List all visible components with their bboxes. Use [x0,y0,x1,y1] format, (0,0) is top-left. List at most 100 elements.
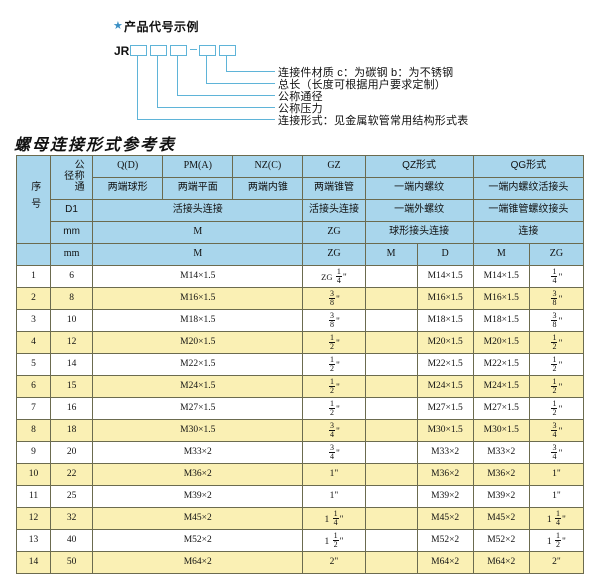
leader-total-length-h [206,83,275,84]
row-seq: 7 [15,397,52,420]
row-qg-zg: 3 4 " [528,441,585,464]
row-qg-m: M45×2 [472,507,530,530]
row-m-left-qd: M52×2 [92,529,304,552]
product-code-title: 产品代号示例 [124,20,200,34]
table-row: 3 10 M18×1.5 3 8 " M18×1.5 M18×1.5 3 8 " [15,309,585,332]
leader-nominal-bore-v [177,55,178,95]
row-qg-m: M52×2 [472,529,530,552]
row-gz-zg: 1" [302,485,366,508]
leader-connection-type-v [137,55,138,119]
row-qz-m [364,551,418,574]
row-seq: 9 [15,441,52,464]
table-header-body: 序号 公称通径 Q(D) PM(A) NZ(C) GZ QZ形式 QG形式 两端… [15,155,585,266]
code-separator-dash [190,49,197,50]
header-unit-qz-m: M [364,243,418,266]
callout-total-length: 总长（长度可根据用户要求定制） [278,79,446,91]
table-row: 13 40 M52×2 1 1 2 " M52×2 M52×2 1 1 2 " [15,529,585,552]
row-qg-zg: 3 4 " [528,419,585,442]
table-row: 4 12 M20×1.5 1 2 " M20×1.5 M20×1.5 1 2 " [15,331,585,354]
row-nominal-bore: 12 [50,331,94,354]
header-unit-seq-blank [15,243,52,266]
row-nominal-bore: 50 [50,551,94,574]
leader-material-h [226,71,275,72]
row-gz-zg: 1 2 " [302,375,366,398]
row-m-left-qd: M30×1.5 [92,419,304,442]
code-box-2 [150,45,167,56]
row-m-left-qd: M14×1.5 [92,265,304,288]
row-gz-zg: 3 4 " [302,419,366,442]
row-qz-d: M20×1.5 [416,331,474,354]
header-nominal-bore: 公称通径 [50,155,94,200]
code-prefix-label: JR [114,44,130,58]
header-seq: 序号 [15,155,52,244]
code-box-5 [219,45,236,56]
header-desc2-qg: 一端锥管螺纹接头 [472,199,585,222]
row-qz-m [364,507,418,530]
row-qg-m: M36×2 [472,463,530,486]
row-seq: 2 [15,287,52,310]
row-qg-m: M64×2 [472,551,530,574]
row-qg-zg: 1 2 " [528,375,585,398]
row-nominal-bore: 22 [50,463,94,486]
row-qz-d: M45×2 [416,507,474,530]
header-unit-qg-m: M [472,243,530,266]
row-qz-m [364,331,418,354]
callout-nominal-bore: 公称通径 [278,91,323,103]
leader-nominal-bore-h [177,95,275,96]
table-row: 14 50 M64×2 2" M64×2 M64×2 2" [15,551,585,574]
header-row-units: mm M ZG M D M ZG [15,243,585,266]
row-qz-m [364,265,418,288]
row-m-left-qd: M22×1.5 [92,353,304,376]
header-unit-zg: ZG [302,243,366,266]
row-seq: 10 [15,463,52,486]
row-nominal-bore: 15 [50,375,94,398]
row-seq: 4 [15,331,52,354]
row-qg-zg: 1 4 " [528,265,585,288]
header-desc2-qz: 一端外螺纹 [364,199,474,222]
row-m-left-qd: M27×1.5 [92,397,304,420]
header-desc-pma: 两端平面 [162,177,234,200]
row-qz-m [364,353,418,376]
row-qg-zg: 3 8 " [528,287,585,310]
table-row: 6 15 M24×1.5 1 2 " M24×1.5 M24×1.5 1 2 " [15,375,585,398]
row-seq: 1 [15,265,52,288]
row-qz-m [364,375,418,398]
row-nominal-bore: 40 [50,529,94,552]
row-gz-zg: 1 2 " [302,331,366,354]
leader-nominal-pressure-v [157,55,158,107]
product-code-diagram: ★ 产品代号示例 JR 连接件材质 c：为碳钢 b：为不锈钢 总长（长度可根据用… [0,0,600,132]
row-seq: 13 [15,529,52,552]
header-group-nzc: NZ(C) [232,155,304,178]
row-qz-d: M27×1.5 [416,397,474,420]
row-qz-m [364,287,418,310]
row-qg-m: M39×2 [472,485,530,508]
row-nominal-bore: 20 [50,441,94,464]
table-title: 螺母连接形式参考表 [14,137,177,154]
header-group-qd: Q(D) [92,155,164,178]
row-qg-m: M27×1.5 [472,397,530,420]
row-m-left-qd: M16×1.5 [92,287,304,310]
row-qg-zg: 1 2 " [528,397,585,420]
row-m-left-qd: M36×2 [92,463,304,486]
row-gz-zg: 1 1 4 " [302,507,366,530]
row-qg-zg: 1 1 2 " [528,529,585,552]
row-gz-zg: 3 8 " [302,287,366,310]
header-desc3-qz: 球形接头连接 [364,221,474,244]
header-row-desc3: mm M ZG 球形接头连接 连接 [17,221,585,244]
row-qz-m [364,397,418,420]
row-nominal-bore: 8 [50,287,94,310]
header-row-codes: 序号 公称通径 Q(D) PM(A) NZ(C) GZ QZ形式 QG形式 [15,155,585,244]
table-row: 1 6 M14×1.5 ZG 1 4 " M14×1.5 M14×1.5 1 4 " [15,265,585,288]
code-box-3 [170,45,187,56]
row-qz-d: M39×2 [416,485,474,508]
header-desc2-gz: 活接头连接 [302,199,366,222]
callout-connection-type: 连接形式：见金属软管常用结构形式表 [278,115,469,127]
header-bore-code: D1 [50,199,94,222]
row-gz-zg: 2" [302,551,366,574]
row-qz-m [364,485,418,508]
row-nominal-bore: 10 [50,309,94,332]
row-nominal-bore: 18 [50,419,94,442]
row-qz-m [364,463,418,486]
table-row: 10 22 M36×2 1" M36×2 M36×2 1" [15,463,585,486]
row-nominal-bore: 32 [50,507,94,530]
